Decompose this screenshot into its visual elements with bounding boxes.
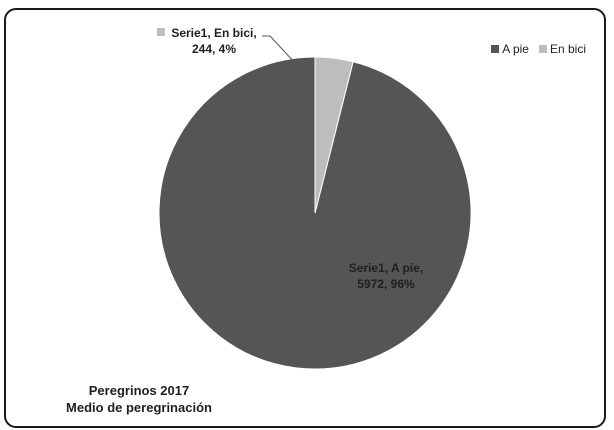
chart-title-line-1: Peregrinos 2017 [88, 383, 190, 398]
leader-line-en-bici [262, 35, 297, 65]
legend-swatch-en-bici [538, 45, 547, 53]
legend-label-en-bici: En bici [549, 42, 586, 56]
chart-title-line-2: Medio de peregrinación [66, 400, 212, 415]
legend-swatch-a-pie [491, 45, 500, 53]
legend: A pie En bici [491, 42, 586, 56]
chart-title: Peregrinos 2017 Medio de peregrinación [54, 382, 224, 416]
data-label-swatch-en-bici [157, 28, 165, 36]
data-label-a-pie: Serie1, A pie, 5972, 96% [349, 261, 423, 291]
data-label-en-bici: Serie1, En bici, 244, 4% [171, 26, 256, 56]
pie-chart: Serie1, A pie, 5972, 96% Serie1, En bici, 2… [157, 26, 472, 370]
legend-item-en-bici: En bici [538, 42, 586, 56]
legend-item-a-pie: A pie [491, 42, 529, 56]
pie-slice-en-bici [314, 56, 354, 214]
chart-frame: Serie1, A pie, 5972, 96% Serie1, En bici, 2… [4, 8, 606, 428]
legend-label-a-pie: A pie [502, 42, 529, 56]
